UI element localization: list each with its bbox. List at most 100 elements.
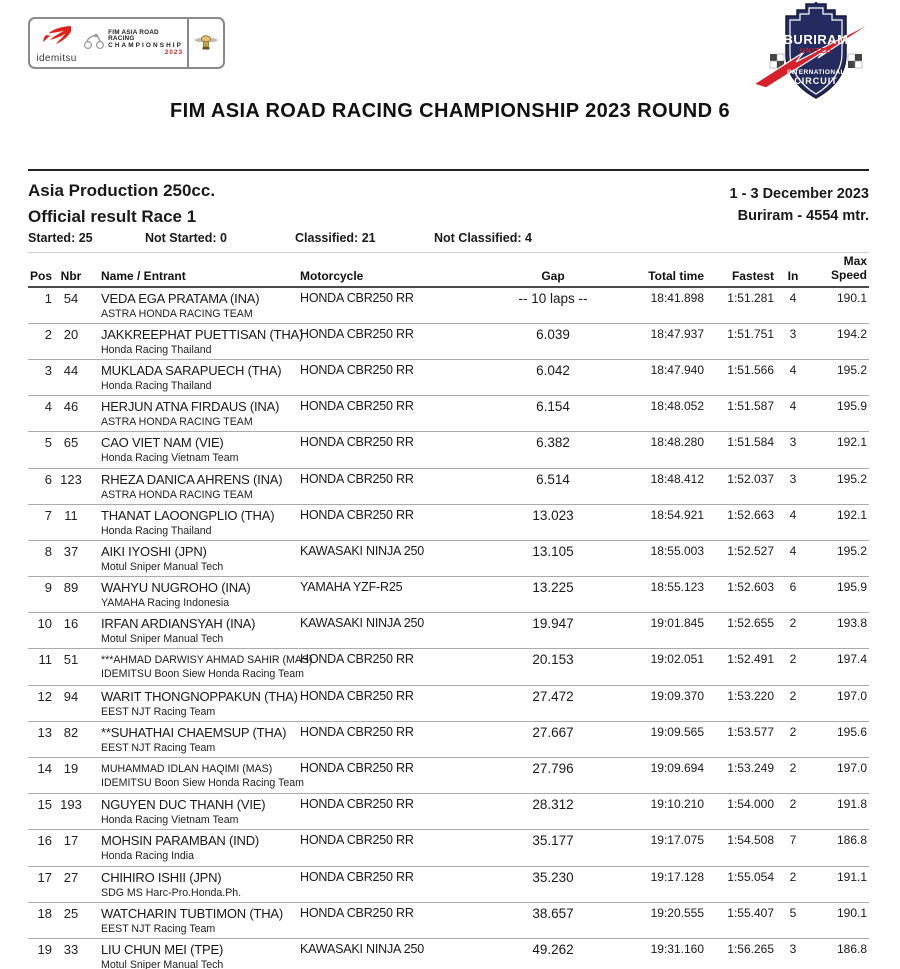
motorcycle-rider-icon xyxy=(83,32,105,55)
cell-motorcycle: HONDA CBR250 RR xyxy=(300,761,414,776)
cell-position: 11 xyxy=(38,652,53,668)
cell-gap: 13.105 xyxy=(532,543,574,559)
cell-position: 7 xyxy=(44,507,52,523)
cell-motorcycle: HONDA CBR250 RR xyxy=(300,471,414,486)
cell-max-speed: 195.9 xyxy=(836,580,867,595)
rider-name: LIU CHUN MEI (TPE) xyxy=(101,941,224,957)
cell-name-entrant: JAKKREEPHAT PUETTISAN (THA) Honda Racing… xyxy=(90,326,304,356)
team-name: Motul Sniper Manual Tech xyxy=(101,560,224,573)
team-name: ASTRA HONDA RACING TEAM xyxy=(101,488,253,501)
logo-divider xyxy=(187,19,189,67)
table-row: 9 89 WAHYU NUGROHO (INA) YAMAHA Racing I… xyxy=(28,577,869,614)
cell-number: 37 xyxy=(63,543,79,559)
cell-max-speed: 193.8 xyxy=(836,616,867,631)
cell-fastest: 1:52.491 xyxy=(727,652,774,667)
cell-total-time: 19:09.370 xyxy=(650,688,704,703)
table-row: 11 51 ***AHMAD DARWISY AHMAD SAHIR (MAS)… xyxy=(28,649,869,686)
header-gap: Gap xyxy=(541,268,565,283)
cell-fastest: 1:55.054 xyxy=(727,869,774,884)
cell-position: 4 xyxy=(44,399,52,415)
cell-name-entrant: WAHYU NUGROHO (INA) YAMAHA Racing Indone… xyxy=(90,580,300,609)
cell-max-speed: 192.1 xyxy=(836,507,867,522)
results-table-body: 1 54 VEDA EGA PRATAMA (INA) ASTRA HONDA … xyxy=(28,288,869,969)
cell-position: 15 xyxy=(37,797,52,813)
cell-in: 3 xyxy=(789,941,797,956)
cell-motorcycle: KAWASAKI NINJA 250 xyxy=(300,543,424,558)
cell-position: 18 xyxy=(37,905,52,921)
team-name: EEST NJT Racing Team xyxy=(101,922,216,935)
cell-in: 7 xyxy=(789,833,797,848)
cell-total-time: 19:31.160 xyxy=(650,941,704,956)
svg-text:UNITED: UNITED xyxy=(800,48,832,55)
series-year: 2023 xyxy=(164,48,184,56)
cell-number: 20 xyxy=(63,326,79,342)
cell-fastest: 1:51.584 xyxy=(727,435,774,450)
cell-total-time: 18:55.003 xyxy=(650,543,704,558)
cell-gap: 35.230 xyxy=(532,869,574,885)
cell-fastest: 1:53.249 xyxy=(727,761,774,776)
cell-name-entrant: AIKI IYOSHI (JPN) Motul Sniper Manual Te… xyxy=(90,544,300,573)
cell-in: 6 xyxy=(789,580,797,595)
team-name: ASTRA HONDA RACING TEAM xyxy=(101,416,253,429)
cell-name-entrant: IRFAN ARDIANSYAH (INA) Motul Sniper Manu… xyxy=(90,616,300,645)
cell-gap: 6.039 xyxy=(536,326,570,342)
cell-number: 65 xyxy=(63,435,79,451)
cell-gap: 49.262 xyxy=(532,941,574,957)
cell-fastest: 1:51.751 xyxy=(727,326,774,341)
cell-gap: 13.225 xyxy=(532,580,574,596)
event-circuit: Buriram - 4554 mtr. xyxy=(737,208,869,225)
team-name: ASTRA HONDA RACING TEAM xyxy=(101,307,253,320)
cell-gap: -- 10 laps -- xyxy=(518,290,588,306)
cell-number: 33 xyxy=(63,941,79,957)
rider-name: VEDA EGA PRATAMA (INA) xyxy=(101,290,260,306)
cell-position: 17 xyxy=(37,869,52,885)
rider-name: JAKKREEPHAT PUETTISAN (THA) xyxy=(101,326,304,342)
table-row: 12 94 WARIT THONGNOPPAKUN (THA) EEST NJT… xyxy=(28,686,869,722)
cell-in: 3 xyxy=(789,471,797,486)
cell-number: 89 xyxy=(63,580,79,596)
cell-name-entrant: RHEZA DANICA AHRENS (INA) ASTRA HONDA RA… xyxy=(90,472,300,501)
team-name: Honda Racing Vietnam Team xyxy=(101,814,239,827)
cell-number: 94 xyxy=(63,688,79,704)
cell-total-time: 18:48.280 xyxy=(650,435,704,450)
cell-number: 51 xyxy=(63,652,79,668)
cell-max-speed: 190.1 xyxy=(836,290,867,305)
cell-gap: 19.947 xyxy=(532,616,574,632)
rider-name: WARIT THONGNOPPAKUN (THA) xyxy=(101,688,298,704)
cell-position: 3 xyxy=(44,362,52,378)
cell-in: 2 xyxy=(789,724,797,739)
cell-name-entrant: WARIT THONGNOPPAKUN (THA) EEST NJT Racin… xyxy=(90,689,300,718)
table-row: 2 20 JAKKREEPHAT PUETTISAN (THA) Honda R… xyxy=(28,324,869,360)
cell-position: 10 xyxy=(37,616,52,632)
stat-started: Started: 25 xyxy=(28,231,93,245)
cell-motorcycle: HONDA CBR250 RR xyxy=(300,652,414,667)
cell-position: 14 xyxy=(37,761,52,777)
cell-fastest: 1:54.508 xyxy=(727,833,774,848)
cell-fastest: 1:53.577 xyxy=(727,724,774,739)
cell-position: 2 xyxy=(44,326,52,342)
table-row: 3 44 MUKLADA SARAPUECH (THA) Honda Racin… xyxy=(28,360,869,397)
table-row: 19 33 LIU CHUN MEI (TPE) Motul Sniper Ma… xyxy=(28,939,869,969)
rider-name: CHIHIRO ISHII (JPN) xyxy=(101,869,222,885)
cell-name-entrant: ***AHMAD DARWISY AHMAD SAHIR (MAS) IDEMI… xyxy=(90,652,313,681)
cell-position: 19 xyxy=(37,941,52,957)
cell-name-entrant: MUHAMMAD IDLAN HAQIMI (MAS) IDEMITSU Boo… xyxy=(90,761,304,789)
cell-total-time: 19:20.555 xyxy=(650,905,704,920)
cell-motorcycle: HONDA CBR250 RR xyxy=(300,869,414,884)
cell-fastest: 1:52.663 xyxy=(727,507,774,522)
cell-total-time: 18:48.052 xyxy=(650,399,704,414)
header-max-speed: Max Speed xyxy=(830,254,867,282)
table-row: 8 37 AIKI IYOSHI (JPN) Motul Sniper Manu… xyxy=(28,541,869,578)
cell-motorcycle: HONDA CBR250 RR xyxy=(300,362,414,377)
cell-position: 5 xyxy=(44,435,52,451)
header-in: In xyxy=(787,268,799,283)
series-name-line1: FIM ASIA ROAD RACING xyxy=(108,28,159,43)
team-name: IDEMITSU Boon Siew Honda Racing Team xyxy=(101,668,304,681)
cell-max-speed: 197.4 xyxy=(836,652,867,667)
cell-gap: 38.657 xyxy=(532,905,574,921)
cell-name-entrant: MUKLADA SARAPUECH (THA) Honda Racing Tha… xyxy=(90,363,300,392)
cell-gap: 6.514 xyxy=(536,471,570,487)
cell-number: 16 xyxy=(63,616,79,632)
cell-max-speed: 195.2 xyxy=(836,362,867,377)
table-row: 4 46 HERJUN ATNA FIRDAUS (INA) ASTRA HON… xyxy=(28,396,869,433)
